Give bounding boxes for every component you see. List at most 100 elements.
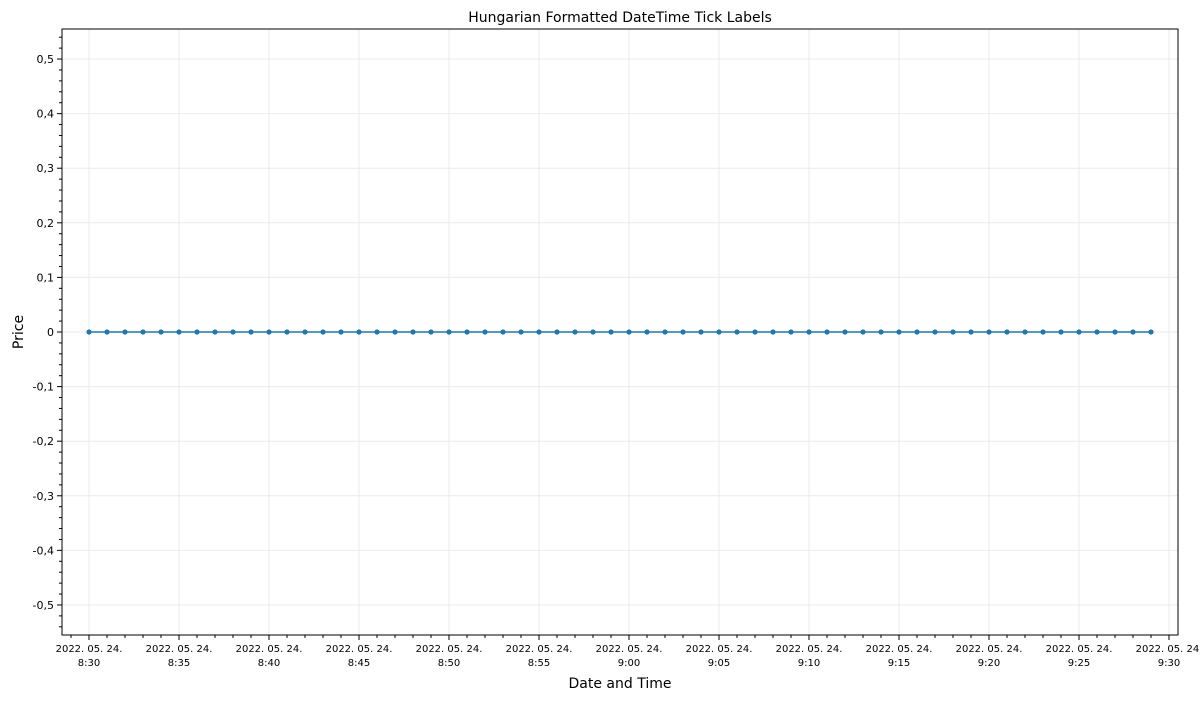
data-point [1058, 329, 1064, 335]
data-point [608, 329, 614, 335]
y-tick-label: -0,2 [33, 435, 54, 448]
data-point [788, 329, 794, 335]
y-tick-label: -0,5 [33, 599, 54, 612]
x-tick-label-time: 9:00 [618, 658, 640, 669]
data-point [590, 329, 596, 335]
data-point [896, 329, 902, 335]
x-tick-label-time: 8:45 [348, 658, 370, 669]
y-tick-label: 0,2 [37, 217, 55, 230]
data-point [716, 329, 722, 335]
x-tick-label: 2022. 05. 24. 8:40 [236, 644, 303, 669]
data-point [86, 329, 92, 335]
y-tick-label: -0,1 [33, 381, 54, 394]
data-point [356, 329, 362, 335]
data-point [320, 329, 326, 335]
data-point [770, 329, 776, 335]
data-point [878, 329, 884, 335]
x-tick-label-time: 9:15 [888, 658, 910, 669]
data-point [302, 329, 308, 335]
data-point [734, 329, 740, 335]
data-point [860, 329, 866, 335]
data-point [248, 329, 254, 335]
data-point [230, 329, 236, 335]
data-point [158, 329, 164, 335]
data-point [374, 329, 380, 335]
data-point [1130, 329, 1136, 335]
x-tick-label: 2022. 05. 24. 9:00 [596, 644, 663, 669]
x-tick-label-date: 2022. 05. 24. [956, 644, 1023, 655]
data-point [122, 329, 128, 335]
data-point [968, 329, 974, 335]
data-point [554, 329, 560, 335]
x-tick-label-date: 2022. 05. 24. [776, 644, 843, 655]
data-point [626, 329, 632, 335]
data-point [1094, 329, 1100, 335]
data-point [914, 329, 920, 335]
x-tick-label-time: 8:30 [78, 658, 100, 669]
x-tick-label-date: 2022. 05. 24. [1046, 644, 1113, 655]
x-tick-label: 2022. 05. 24. 8:55 [506, 644, 573, 669]
data-point [140, 329, 146, 335]
x-tick-label-time: 8:55 [528, 658, 550, 669]
x-tick-label-time: 9:10 [798, 658, 820, 669]
y-tick-label: 0,1 [37, 271, 55, 284]
x-tick-label-date: 2022. 05. 24. [866, 644, 933, 655]
x-tick-label-date: 2022. 05. 24. [416, 644, 483, 655]
x-tick-label: 2022. 05. 24. 9:15 [866, 644, 933, 669]
y-axis-label: Price [11, 315, 27, 349]
x-tick-label: 2022. 05. 24. 9:20 [956, 644, 1023, 669]
data-point [392, 329, 398, 335]
y-tick-label: 0 [47, 326, 54, 339]
x-tick-label-time: 9:25 [1068, 658, 1090, 669]
data-point [572, 329, 578, 335]
y-tick-label: 0,3 [37, 162, 55, 175]
data-point [932, 329, 938, 335]
data-point [1004, 329, 1010, 335]
x-tick-label: 2022. 05. 24. 9:30 [1136, 644, 1200, 669]
data-point [1040, 329, 1046, 335]
x-tick-label-time: 9:05 [708, 658, 730, 669]
y-tick-label: -0,4 [33, 544, 54, 557]
x-tick-label-date: 2022. 05. 24. [686, 644, 753, 655]
data-point [194, 329, 200, 335]
x-tick-label: 2022. 05. 24. 8:35 [146, 644, 213, 669]
x-tick-label: 2022. 05. 24. 8:50 [416, 644, 483, 669]
data-point [824, 329, 830, 335]
x-tick-label-date: 2022. 05. 24. [326, 644, 393, 655]
data-point [644, 329, 650, 335]
data-point [536, 329, 542, 335]
data-point [284, 329, 290, 335]
series-layer [86, 329, 1154, 335]
x-tick-label: 2022. 05. 24. 8:30 [56, 644, 123, 669]
x-tick-label-date: 2022. 05. 24. [506, 644, 573, 655]
data-point [500, 329, 506, 335]
chart-title: Hungarian Formatted DateTime Tick Labels [468, 10, 772, 26]
data-point [266, 329, 272, 335]
x-tick-label-time: 8:50 [438, 658, 460, 669]
y-tick-label: -0,3 [33, 490, 54, 503]
data-point [680, 329, 686, 335]
data-point [950, 329, 956, 335]
data-point [986, 329, 992, 335]
data-point [518, 329, 524, 335]
data-point [842, 329, 848, 335]
data-point [410, 329, 416, 335]
x-tick-label-date: 2022. 05. 24. [236, 644, 303, 655]
x-tick-label-time: 9:20 [978, 658, 1000, 669]
data-point [428, 329, 434, 335]
data-point [104, 329, 110, 335]
x-tick-label-time: 8:40 [258, 658, 280, 669]
x-tick-label: 2022. 05. 24. 9:05 [686, 644, 753, 669]
data-point [698, 329, 704, 335]
x-tick-label-date: 2022. 05. 24. [596, 644, 663, 655]
x-tick-label-time: 9:30 [1158, 658, 1180, 669]
x-axis-label: Date and Time [569, 676, 672, 692]
data-point [212, 329, 218, 335]
y-axis: 0,5 0,4 0,3 0,2 0,1 0 -0,1 -0,2 -0,3 -0,4 -0,5 [33, 36, 62, 628]
y-tick-label: 0,5 [37, 53, 55, 66]
data-point [446, 329, 452, 335]
data-point [482, 329, 488, 335]
